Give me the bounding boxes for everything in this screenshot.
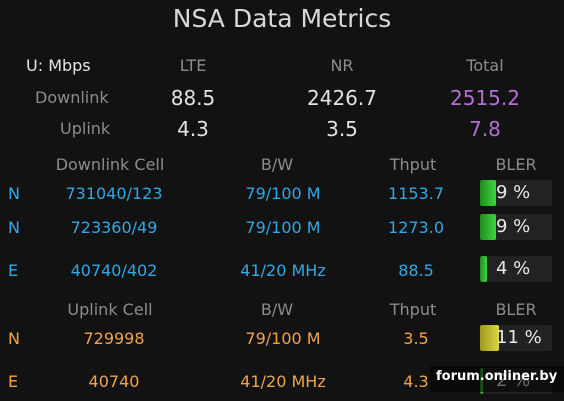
header-downlink-cell: Downlink Cell xyxy=(55,155,165,174)
ul-row1-thput: 3.5 xyxy=(403,329,429,348)
dl-row3-cell: 40740/402 xyxy=(70,261,158,280)
row-label-uplink: Uplink xyxy=(60,119,111,138)
header-nr: NR xyxy=(330,56,354,75)
ul-row1-type: N xyxy=(8,329,20,348)
header-uplink-thput: Thput xyxy=(389,300,437,319)
dl-row3-bw: 41/20 MHz xyxy=(240,261,326,280)
watermark: forum.onliner.by xyxy=(430,366,564,392)
dl-row1-type: N xyxy=(8,184,20,203)
dl-row1-bler-bar: 9 % xyxy=(480,180,552,206)
ul-row1-bler-fill xyxy=(480,325,499,351)
dl-row2-bler-bar: 9 % xyxy=(480,214,552,240)
row-label-downlink: Downlink xyxy=(35,88,109,107)
downlink-total-value: 2515.2 xyxy=(450,86,520,110)
dl-row2-bler-text: 9 % xyxy=(496,216,531,237)
ul-row1-bler-text: 11 % xyxy=(496,327,542,348)
ul-row2-bw: 41/20 MHz xyxy=(240,372,326,391)
ul-row2-type: E xyxy=(8,372,19,391)
ul-row1-bw: 79/100 M xyxy=(245,329,321,348)
header-downlink-bw: B/W xyxy=(260,155,294,174)
dl-row3-bler-text: 4 % xyxy=(496,258,531,279)
unit-label: U: Mbps xyxy=(26,56,91,75)
ul-row2-thput: 4.3 xyxy=(403,372,429,391)
dl-row3-bler-fill xyxy=(480,256,487,282)
header-uplink-bler: BLER xyxy=(495,300,537,319)
dl-row3-type: E xyxy=(8,261,19,280)
dl-row3-thput: 88.5 xyxy=(398,261,434,280)
ul-row1-cell: 729998 xyxy=(83,329,145,348)
dl-row2-bw: 79/100 M xyxy=(245,218,321,237)
uplink-lte-value: 4.3 xyxy=(177,117,209,141)
header-downlink-bler: BLER xyxy=(495,155,537,174)
ul-row2-cell: 40740 xyxy=(88,372,140,391)
downlink-lte-value: 88.5 xyxy=(170,86,216,110)
header-total: Total xyxy=(466,56,504,75)
dl-row1-thput: 1153.7 xyxy=(388,184,444,203)
dl-row2-type: N xyxy=(8,218,20,237)
dl-row1-bler-fill xyxy=(480,180,496,206)
ul-row1-bler-bar: 11 % xyxy=(480,325,552,351)
header-uplink-cell: Uplink Cell xyxy=(67,300,153,319)
header-downlink-thput: Thput xyxy=(389,155,437,174)
dl-row3-bler-bar: 4 % xyxy=(480,256,552,282)
uplink-nr-value: 3.5 xyxy=(326,117,358,141)
dl-row2-cell: 723360/49 xyxy=(70,218,158,237)
watermark-text: forum.onliner.by xyxy=(436,369,558,384)
header-lte: LTE xyxy=(179,56,207,75)
dl-row1-bw: 79/100 M xyxy=(245,184,321,203)
downlink-nr-value: 2426.7 xyxy=(307,86,377,110)
dl-row1-bler-text: 9 % xyxy=(496,182,531,203)
header-uplink-bw: B/W xyxy=(260,300,294,319)
page-title: NSA Data Metrics xyxy=(172,4,392,33)
dl-row2-thput: 1273.0 xyxy=(388,218,444,237)
dl-row1-cell: 731040/123 xyxy=(65,184,163,203)
dl-row2-bler-fill xyxy=(480,214,496,240)
uplink-total-value: 7.8 xyxy=(469,117,501,141)
